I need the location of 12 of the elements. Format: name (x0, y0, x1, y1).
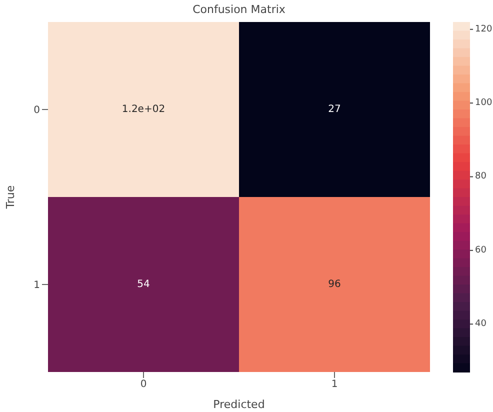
data-label: 54 (137, 279, 150, 290)
data-label: 1.2e+02 (122, 104, 166, 115)
color-bar-label: 60 (475, 245, 487, 256)
data-label: 96 (328, 279, 341, 290)
color-bar-label: 80 (475, 172, 487, 182)
color-bar-label: 40 (475, 319, 487, 330)
color-bar-label: 120 (475, 24, 492, 34)
chart-title: Confusion Matrix (192, 3, 286, 16)
x-axis-title: Predicted (213, 398, 265, 411)
color-bar-label: 100 (475, 98, 492, 108)
y-axis-title: True (4, 185, 17, 210)
data-label: 27 (328, 104, 341, 115)
